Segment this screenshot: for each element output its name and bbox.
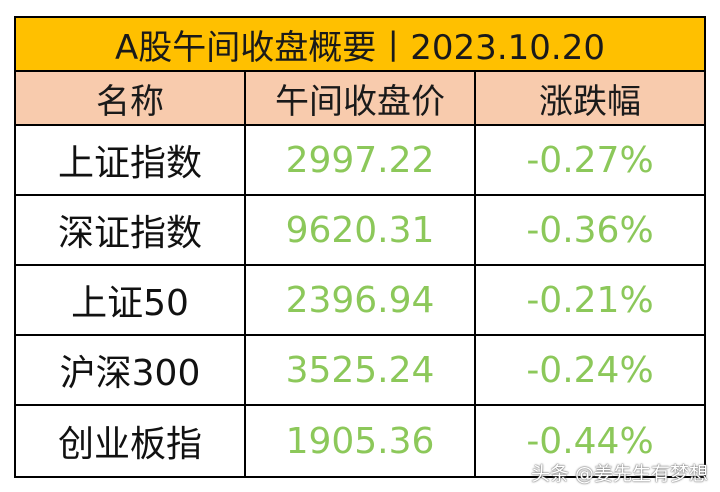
watermark-text: 头条 @姜先生有梦想 [530,463,708,485]
column-header-change: 涨跌幅 [539,81,641,122]
index-name: 沪深300 [16,336,246,404]
index-change: -0.21% [526,279,654,321]
index-price: 2997.22 [246,126,476,194]
index-name: 创业板指 [16,406,246,476]
market-summary-table: A股午间收盘概要丨2023.10.20 名称 午间收盘价 涨跌幅 上证指数 29… [14,16,706,478]
index-price: 3525.24 [246,336,476,404]
column-header-price: 午间收盘价 [246,72,476,124]
index-price: 1905.36 [246,406,476,476]
index-name: 深证指数 [16,196,246,264]
table-title-row: A股午间收盘概要丨2023.10.20 [16,18,704,72]
source-watermark: 头条 @姜先生有梦想 [531,459,708,486]
table-row: 沪深300 3525.24 -0.24% [16,336,704,406]
column-header-name: 名称 [16,72,246,124]
table-title: A股午间收盘概要丨2023.10.20 [115,27,605,68]
index-price: 9620.31 [246,196,476,264]
table-header-row: 名称 午间收盘价 涨跌幅 [16,72,704,126]
index-change: -0.27% [526,139,654,181]
index-change: -0.36% [526,209,654,251]
table-row: 上证50 2396.94 -0.21% [16,266,704,336]
index-name: 上证指数 [16,126,246,194]
index-price: 2396.94 [246,266,476,334]
index-change: -0.44% [526,420,654,462]
index-name: 上证50 [16,266,246,334]
table-row: 上证指数 2997.22 -0.27% [16,126,704,196]
index-change: -0.24% [526,349,654,391]
table-row: 创业板指 1905.36 -0.44% [16,406,704,476]
table-row: 深证指数 9620.31 -0.36% [16,196,704,266]
